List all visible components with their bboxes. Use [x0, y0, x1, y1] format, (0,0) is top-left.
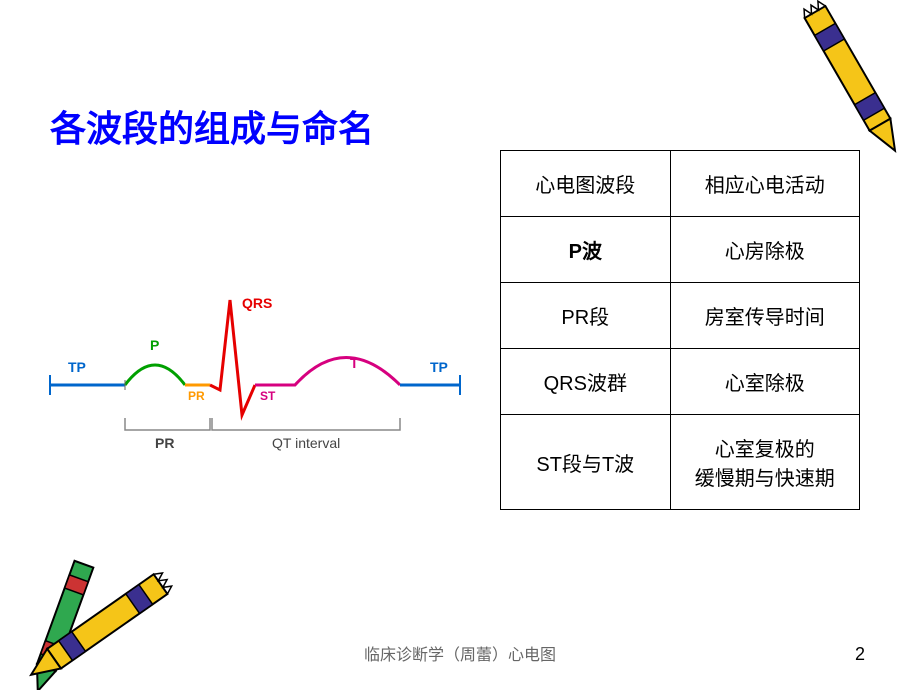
table-header-segment: 心电图波段	[501, 151, 671, 217]
label-qrs: QRS	[242, 295, 272, 311]
footer-text: 临床诊断学（周蕾）心电图	[0, 641, 920, 665]
table-row: 心房除极	[670, 217, 859, 283]
page-number: 2	[855, 644, 865, 665]
label-tp-left: TP	[68, 359, 86, 375]
table-row: 房室传导时间	[670, 283, 859, 349]
table-row: 心室复极的 缓慢期与快速期	[670, 415, 859, 510]
table-row: QRS波群	[501, 349, 671, 415]
label-p: P	[150, 337, 159, 353]
label-qt-interval: QT interval	[272, 435, 340, 451]
label-st: ST	[260, 389, 276, 403]
page-title: 各波段的组成与命名	[50, 100, 374, 152]
label-pr-seg: PR	[188, 389, 205, 403]
crayon-top-right	[800, 0, 920, 200]
table-row: P波	[501, 217, 671, 283]
label-pr-interval: PR	[155, 435, 174, 451]
label-t: T	[350, 355, 359, 371]
crayon-bottom-left	[0, 530, 220, 690]
label-tp-right: TP	[430, 359, 448, 375]
table-row: ST段与T波	[501, 415, 671, 510]
table-row: PR段	[501, 283, 671, 349]
ecg-segment-table: 心电图波段 相应心电活动 P波 心房除极 PR段 房室传导时间 QRS波群 心室…	[500, 150, 860, 510]
ecg-diagram: TP P PR QRS ST T TP PR QT interval	[30, 280, 470, 480]
table-row: 心室除极	[670, 349, 859, 415]
